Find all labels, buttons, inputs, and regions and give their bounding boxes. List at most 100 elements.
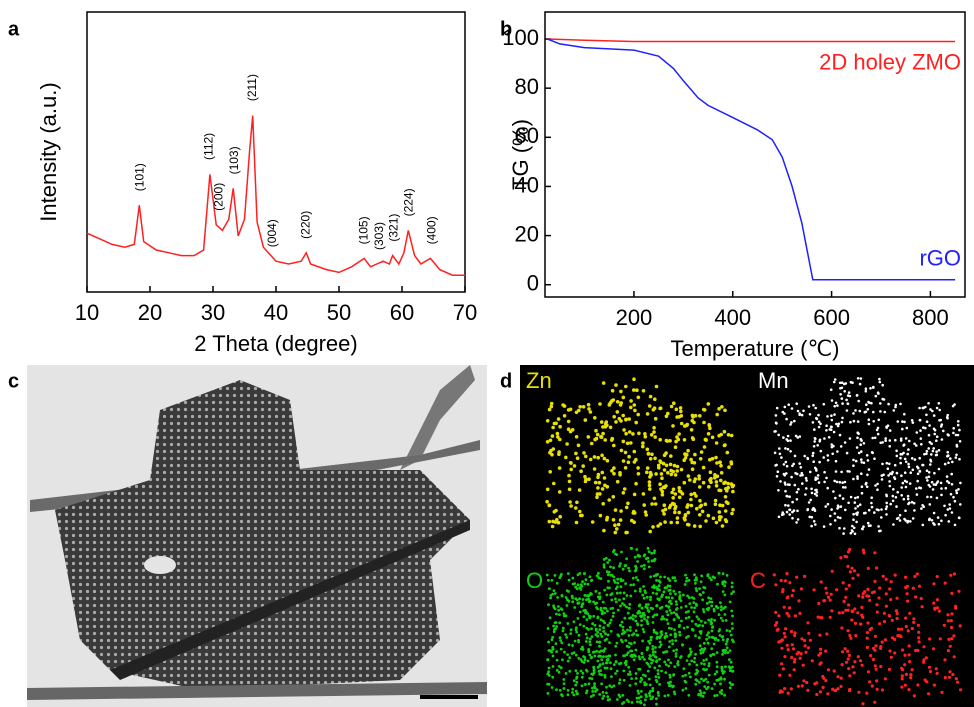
eds-dot — [671, 642, 675, 646]
eds-dot — [857, 594, 861, 598]
eds-dot — [812, 588, 816, 592]
eds-dot — [730, 622, 734, 625]
eds-dot — [602, 694, 606, 698]
eds-dot — [634, 682, 638, 686]
eds-dot — [922, 658, 926, 662]
eds-dot — [860, 491, 864, 495]
plot-frame — [86, 11, 466, 293]
eds-dot — [870, 501, 873, 505]
eds-dot — [946, 480, 949, 483]
eds-dot — [642, 611, 645, 615]
eds-dot — [865, 485, 869, 489]
eds-dot — [907, 448, 910, 451]
eds-dot — [675, 603, 678, 606]
eds-dot — [932, 522, 935, 525]
eds-dot — [841, 650, 845, 654]
eds-dot — [824, 649, 828, 653]
eds-dot — [678, 597, 681, 601]
eds-dot — [634, 654, 637, 658]
eds-dot — [685, 576, 689, 580]
eds-dot — [666, 471, 670, 475]
eds-dot — [605, 685, 608, 689]
y-axis-label: TG (%) — [508, 119, 533, 190]
peak-label: (224) — [402, 188, 416, 216]
eds-dot — [875, 679, 879, 683]
eds-dot — [669, 633, 673, 637]
eds-dot — [659, 460, 663, 465]
eds-dot — [785, 495, 789, 498]
eds-dot — [615, 641, 619, 645]
eds-dot — [664, 632, 668, 635]
eds-dot — [607, 579, 610, 583]
eds-dot — [834, 401, 838, 405]
eds-dot — [710, 618, 713, 621]
eds-dot — [884, 507, 888, 511]
eds-dot — [638, 603, 642, 607]
eds-dot — [697, 693, 700, 697]
eds-dot — [703, 502, 708, 507]
eds-dot — [591, 690, 595, 693]
eds-dot — [729, 633, 733, 637]
eds-dot — [596, 631, 600, 634]
eds-dot — [547, 407, 552, 412]
eds-dot — [695, 663, 699, 667]
eds-dot — [902, 497, 906, 501]
eds-dot — [550, 638, 554, 642]
eds-dot — [913, 574, 917, 579]
eds-dot — [859, 659, 863, 663]
eds-dot — [884, 592, 888, 596]
eds-dot — [901, 420, 904, 423]
eds-dot — [615, 527, 619, 531]
eds-dot — [908, 501, 911, 505]
eds-dot — [713, 672, 717, 676]
eds-dot — [593, 685, 596, 688]
eds-dot — [892, 523, 895, 526]
eds-dot — [634, 576, 638, 579]
eds-dot — [704, 519, 708, 523]
eds-dot — [833, 688, 837, 693]
eds-dot — [624, 417, 628, 422]
eds-dot — [725, 450, 730, 455]
eds-dot — [895, 596, 899, 600]
eds-dot — [723, 495, 728, 499]
eds-label: C — [750, 568, 766, 593]
eds-dot — [659, 606, 662, 610]
eds-dot — [946, 613, 950, 617]
eds-dot — [947, 675, 952, 679]
eds-dot — [698, 414, 702, 418]
eds-dot — [595, 432, 600, 437]
eds-dot — [606, 658, 610, 662]
eds-dot — [686, 625, 689, 629]
eds-dot — [634, 629, 638, 633]
eds-dot — [630, 677, 633, 680]
eds-dot — [669, 520, 673, 525]
eds-dot — [602, 630, 606, 633]
eds-dot — [958, 440, 962, 443]
eds-dot — [667, 658, 670, 662]
eds-dot — [873, 551, 877, 555]
eds-dot — [624, 663, 628, 667]
eds-dot — [599, 649, 603, 653]
eds-dot — [568, 656, 572, 660]
eds-dot — [649, 636, 653, 639]
eds-dot — [778, 452, 782, 456]
eds-dot — [935, 406, 939, 410]
eds-dot — [679, 421, 684, 426]
peak-label: (400) — [424, 216, 438, 244]
eds-dot — [940, 487, 943, 490]
eds-dot — [819, 647, 823, 651]
eds-dot — [558, 437, 562, 442]
eds-dot — [573, 639, 577, 643]
eds-dot — [568, 669, 572, 673]
eds-dot — [832, 380, 836, 384]
eds-dot — [683, 583, 687, 586]
eds-dot — [689, 503, 694, 508]
eds-dot — [798, 611, 802, 616]
eds-dot — [625, 605, 628, 609]
eds-dot — [719, 682, 722, 686]
eds-dot — [885, 505, 889, 508]
eds-dot — [633, 408, 637, 413]
eds-dot — [560, 594, 564, 598]
eds-dot — [614, 660, 618, 664]
